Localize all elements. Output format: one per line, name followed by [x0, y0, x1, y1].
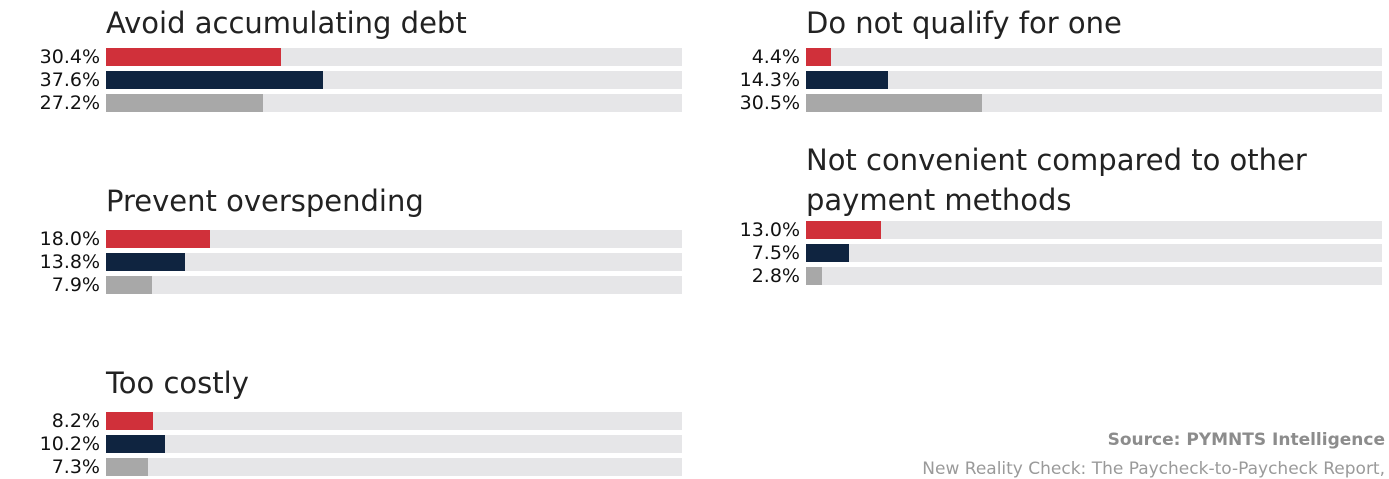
bar-row: 2.8% [700, 265, 1382, 287]
bar-row: 27.2% [0, 92, 682, 114]
bar [806, 244, 850, 262]
bar-row: 37.6% [0, 69, 682, 91]
chart-panel: Prevent overspending 18.0% 13.8% 7.9% [0, 0, 682, 477]
bar-track [106, 253, 682, 271]
data-label: 13.8% [39, 251, 100, 273]
bar [106, 71, 323, 89]
bar [106, 253, 186, 271]
bar-track [106, 458, 682, 476]
bar-track [806, 71, 1382, 89]
bar-track [106, 276, 682, 294]
chart-title: Too costly [106, 366, 249, 400]
bar [806, 48, 832, 66]
data-label: 13.0% [739, 219, 800, 241]
chart-title: Prevent overspending [106, 184, 424, 218]
bar [106, 94, 263, 112]
bar [806, 71, 889, 89]
data-label: 10.2% [39, 433, 100, 455]
bar [106, 276, 152, 294]
bar-row: 18.0% [0, 228, 682, 250]
bar-track [106, 94, 682, 112]
report-label: New Reality Check: The Paycheck-to-Paych… [922, 459, 1385, 479]
bar-row: 30.5% [700, 92, 1382, 114]
bar [106, 458, 149, 476]
bar [806, 94, 982, 112]
bar [106, 435, 165, 453]
data-label: 7.5% [751, 242, 800, 264]
bar [806, 221, 881, 239]
bar-track [806, 221, 1382, 239]
bar-track [806, 267, 1382, 285]
bar-row: 13.8% [0, 251, 682, 273]
bar-track [106, 48, 682, 66]
bar-row: 10.2% [0, 433, 682, 455]
bar-row: 30.4% [0, 46, 682, 68]
bar-track [106, 230, 682, 248]
chart-title: Avoid accumulating debt [106, 6, 467, 40]
data-label: 18.0% [39, 228, 100, 250]
bar-track [806, 48, 1382, 66]
bar-track [806, 244, 1382, 262]
bar-row: 7.9% [0, 274, 682, 296]
data-label: 14.3% [739, 69, 800, 91]
data-label: 27.2% [39, 92, 100, 114]
source-label: Source: PYMNTS Intelligence [1107, 430, 1385, 450]
chart-panel: Avoid accumulating debt 30.4% 37.6% 27.2% [0, 0, 682, 477]
bar-track [106, 435, 682, 453]
bar-row: 4.4% [700, 46, 1382, 68]
data-label: 7.3% [51, 456, 100, 478]
chart-panel: Do not qualify for one 4.4% 14.3% 30.5% [700, 0, 1382, 477]
chart-panel: Too costly 8.2% 10.2% 7.3% [0, 0, 682, 478]
data-label: 2.8% [751, 265, 800, 287]
chart-title: Not convenient compared to other payment… [806, 143, 1307, 217]
data-label: 8.2% [51, 410, 100, 432]
bar [106, 48, 282, 66]
bar [106, 412, 154, 430]
data-label: 30.4% [39, 46, 100, 68]
bar-row: 13.0% [700, 219, 1382, 241]
bar-row: 14.3% [700, 69, 1382, 91]
bar-track [106, 71, 682, 89]
bar [806, 267, 823, 285]
data-label: 30.5% [739, 92, 800, 114]
bar-track [106, 412, 682, 430]
bar-row: 7.3% [0, 456, 682, 478]
bar-row: 8.2% [0, 410, 682, 432]
bar [106, 230, 210, 248]
bar-row: 7.5% [700, 242, 1382, 264]
data-label: 37.6% [39, 69, 100, 91]
data-label: 4.4% [751, 46, 800, 68]
chart-panel: Not convenient compared to other payment… [700, 0, 1382, 477]
data-label: 7.9% [51, 274, 100, 296]
bar-track [806, 94, 1382, 112]
chart-title: Do not qualify for one [806, 6, 1122, 40]
